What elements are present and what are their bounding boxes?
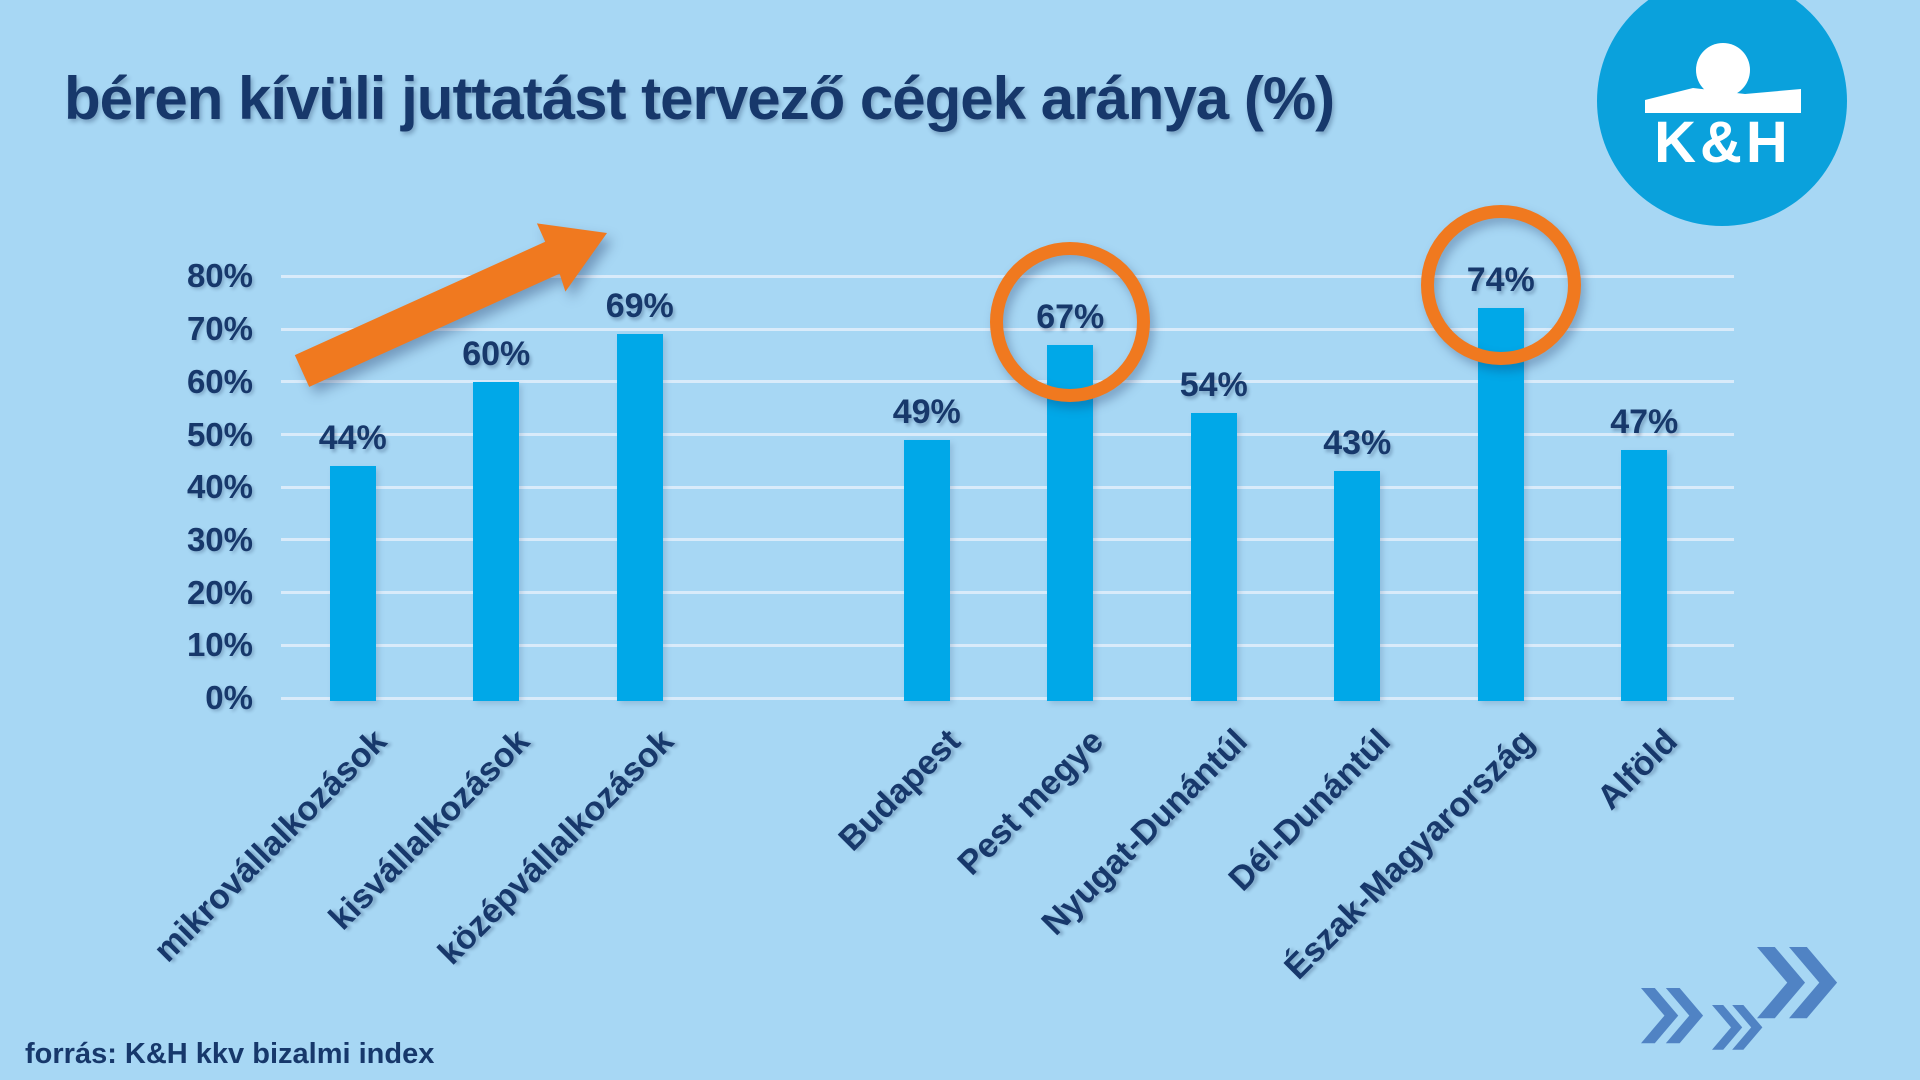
bar-value-label: 43% — [1323, 424, 1392, 463]
y-tick-label: 50% — [186, 415, 253, 453]
kh-logo: K&H — [1597, 0, 1847, 226]
gridline — [281, 643, 1734, 647]
bar — [473, 381, 520, 701]
chevron-large-icon — [1757, 947, 1838, 1019]
category-label: Pest megye — [950, 722, 1112, 883]
highlight-circle — [990, 241, 1151, 402]
bar-value-label: 60% — [462, 334, 531, 373]
logo-wave-icon — [1645, 88, 1801, 113]
y-tick-label: 30% — [186, 520, 253, 558]
y-tick-label: 40% — [186, 468, 253, 506]
category-label: Észak-Magyarország — [1276, 722, 1542, 987]
y-tick-label: 70% — [186, 310, 253, 348]
bar — [616, 334, 663, 701]
chevron-small-icon — [1712, 1005, 1763, 1050]
person-icon — [1696, 43, 1750, 97]
bar — [329, 466, 376, 701]
bar-value-label: 54% — [1179, 366, 1248, 405]
y-tick-label: 80% — [186, 257, 253, 295]
gridline — [281, 380, 1734, 384]
category-label: Budapest — [831, 722, 968, 859]
category-label: Alföld — [1590, 722, 1686, 817]
chevron-medium-icon — [1641, 988, 1704, 1044]
gridline — [281, 591, 1734, 595]
y-tick-label: 60% — [186, 362, 253, 400]
chevrons-icon — [1641, 947, 1838, 1050]
source-text: forrás: K&H kkv bizalmi index — [25, 1038, 435, 1070]
bar — [1190, 413, 1237, 701]
y-tick-label: 0% — [205, 679, 253, 716]
bar — [903, 439, 950, 701]
gridline — [281, 538, 1734, 542]
gridline — [281, 485, 1734, 489]
bar — [1047, 344, 1094, 701]
bar-value-label: 69% — [605, 287, 674, 326]
gridline — [281, 696, 1734, 700]
bar-value-label: 47% — [1610, 403, 1679, 442]
bar — [1621, 450, 1668, 701]
bar-value-label: 49% — [892, 392, 961, 431]
bar — [1477, 308, 1524, 701]
y-tick-label: 20% — [186, 573, 253, 611]
highlight-circle — [1420, 205, 1581, 366]
bar — [1334, 471, 1381, 701]
y-tick-label: 10% — [186, 626, 253, 664]
category-label: mikrovállalkozások — [146, 722, 394, 970]
chart-title: béren kívüli juttatást tervező cégek ará… — [64, 65, 1335, 132]
kh-logo-graphic: K&H — [1645, 43, 1801, 175]
logo-text: K&H — [1654, 110, 1792, 175]
category-label: középvállalkozások — [430, 722, 681, 973]
bar-value-label: 44% — [318, 419, 387, 458]
gridline — [281, 433, 1734, 436]
